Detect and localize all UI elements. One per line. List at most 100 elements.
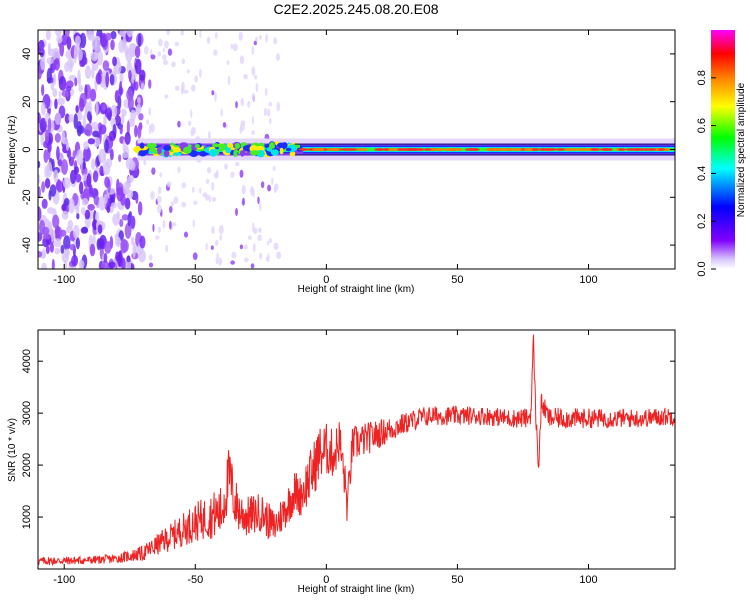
spectrogram-noise-blob	[199, 187, 202, 194]
spectrogram-noise-blob	[177, 120, 181, 128]
spectrogram-noise-blob	[51, 63, 57, 71]
spectrogram-noise-blob	[103, 252, 108, 264]
snr-y-label: SNR (10 * v/v)	[7, 418, 18, 482]
spectrogram-peak-blob	[576, 148, 586, 151]
spectrogram-noise-blob	[91, 37, 98, 51]
spectrogram-peak-blob	[555, 148, 566, 151]
spectrogram-peak-blob	[389, 148, 398, 151]
spectrogram-noise-blob	[170, 201, 175, 207]
spectrogram-noise-blob	[186, 69, 190, 74]
spectrogram-noise-blob	[117, 250, 122, 267]
spectrogram-noise-blob	[235, 207, 238, 217]
spectrogram-signal-blob	[218, 143, 226, 151]
spectrogram-noise-blob	[130, 236, 135, 246]
spectrogram-noise-blob	[157, 186, 162, 195]
spectrogram-noise-blob	[110, 39, 115, 51]
spectrogram-noise-blob	[110, 202, 117, 209]
spectrogram-noise-blob	[103, 114, 107, 126]
spectrogram-noise-blob	[134, 45, 141, 59]
spectrogram-noise-blob	[267, 184, 272, 192]
spectrogram-noise-blob	[98, 196, 106, 211]
spectrogram-noise-blob	[251, 66, 256, 76]
x-tick-label: 100	[579, 274, 597, 286]
spectrogram-noise-blob	[127, 213, 131, 227]
spectrogram-noise-blob	[205, 178, 210, 184]
spectrogram-noise-blob	[125, 157, 134, 170]
spectrogram-noise-blob	[268, 101, 273, 107]
spectrogram-noise-blob	[91, 158, 96, 170]
spectrogram-noise-blob	[66, 36, 72, 50]
spectrogram-noise-blob	[166, 181, 172, 188]
spectrogram-noise-blob	[94, 49, 99, 61]
spectrogram-noise-blob	[206, 36, 211, 44]
spectrogram-noise-blob	[64, 248, 70, 258]
spectrogram-noise-blob	[226, 60, 230, 65]
spectrogram-noise-blob	[218, 224, 224, 235]
spectrogram-noise-blob	[108, 130, 116, 142]
spectrogram-noise-blob	[139, 235, 146, 249]
spectrogram-noise-blob	[110, 104, 118, 118]
spectrogram-signal-blob	[146, 142, 157, 149]
spectrogram-noise-blob	[47, 42, 51, 57]
spectrogram-noise-blob	[251, 46, 255, 55]
spectrogram-noise-blob	[74, 35, 81, 46]
spectrogram-noise-blob	[69, 243, 76, 251]
x-tick-label: 0	[323, 574, 329, 586]
spectrogram-noise-blob	[54, 247, 61, 255]
spectrogram-signal-blob	[163, 149, 170, 158]
spectrogram-noise-blob	[114, 115, 121, 127]
spectrogram-noise-blob	[243, 244, 248, 250]
spectrogram-noise-blob	[106, 107, 111, 120]
spectrogram-noise-blob	[166, 30, 170, 36]
spectrogram-noise-blob	[130, 109, 137, 122]
snr-y-ticks: 1000 2000 3000 4000	[21, 349, 675, 529]
spectrogram-noise-blob	[126, 30, 134, 38]
spectrogram-signal-blob	[249, 150, 260, 156]
spectrogram-noise-blob	[240, 97, 245, 107]
spectrogram-noise-blob	[44, 177, 51, 189]
spectrogram-noise-blob	[79, 32, 87, 49]
spectrogram-signal-blob	[179, 142, 189, 149]
spectrogram-noise-blob	[91, 67, 95, 79]
spectrogram-signal-blob	[240, 150, 245, 157]
spectrogram-noise-blob	[260, 181, 265, 189]
spectrogram-noise-blob	[214, 239, 219, 247]
spectrogram-noise-blob	[124, 131, 131, 145]
spectrogram-noise-blob	[54, 133, 61, 143]
x-tick-label: 50	[451, 274, 463, 286]
spectrogram-noise-blob	[234, 161, 240, 167]
spectrogram-noise-blob	[156, 195, 162, 204]
spectrogram-noise-blob	[75, 237, 81, 250]
spectrogram-noise-blob	[135, 193, 139, 204]
spectrogram-noise-blob	[257, 196, 260, 205]
spectrogram-noise-blob	[137, 201, 143, 216]
spectrogram-noise-blob	[255, 82, 259, 93]
spectrogram-noise-blob	[56, 35, 63, 44]
spectrogram-noise-blob	[181, 81, 185, 92]
spectrogram-noise-blob	[273, 185, 277, 194]
spectrogram-noise-blob	[98, 148, 106, 164]
spectrogram-noise-blob	[174, 85, 180, 91]
spectrogram-noise-blob	[69, 169, 77, 184]
spectrogram-noise-blob	[252, 243, 256, 252]
spectrogram-noise-blob	[119, 80, 123, 97]
spectrogram-noise-blob	[251, 115, 255, 126]
spectrogram-noise-blob	[51, 258, 55, 269]
spectrogram-noise-blob	[239, 169, 244, 178]
spectrogram-noise-blob	[46, 57, 54, 65]
spectrogram-noise-blob	[112, 213, 120, 226]
spectrogram-noise-blob	[41, 226, 50, 236]
spectrogram-noise-blob	[219, 234, 223, 241]
spectrogram-noise-blob	[82, 114, 87, 129]
spectrogram-noise-blob	[86, 173, 92, 188]
spectrogram-noise-blob	[84, 65, 92, 80]
colorbar-gradient	[711, 30, 735, 269]
spectrogram-noise-blob	[84, 123, 93, 137]
spectrogram-noise-blob	[162, 54, 167, 61]
snr-series-line	[38, 334, 675, 567]
spectrogram-noise-blob	[41, 181, 46, 193]
spectrogram-noise-blob	[211, 90, 215, 96]
spectrogram-noise-blob	[81, 226, 88, 233]
spectrogram-noise-blob	[150, 190, 155, 200]
